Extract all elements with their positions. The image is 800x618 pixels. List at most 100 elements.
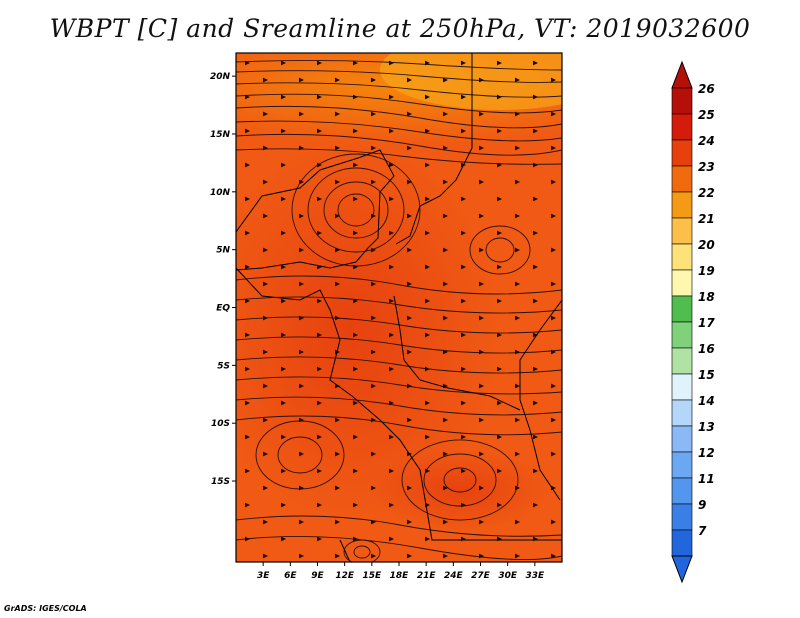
flow-arrowhead bbox=[299, 519, 304, 525]
flow-arrowhead bbox=[461, 366, 466, 372]
flow-arrowhead bbox=[353, 502, 358, 508]
colorbar-segment bbox=[671, 269, 693, 297]
flow-arrowhead bbox=[371, 553, 376, 559]
flow-arrowhead bbox=[533, 298, 538, 304]
flow-arrowhead bbox=[371, 111, 376, 117]
flow-arrowhead bbox=[281, 332, 286, 338]
warm-core-south bbox=[370, 450, 550, 530]
flow-arrowhead bbox=[299, 553, 304, 559]
flow-arrowhead bbox=[245, 162, 250, 168]
flow-arrowhead bbox=[317, 162, 322, 168]
flow-arrowhead bbox=[515, 179, 520, 185]
flow-arrowhead bbox=[281, 468, 286, 474]
flow-arrowhead bbox=[479, 281, 484, 287]
flow-arrowhead bbox=[281, 196, 286, 202]
lat-tick-label: EQ bbox=[216, 304, 230, 314]
flow-arrowhead bbox=[425, 60, 430, 66]
flow-arrowhead bbox=[317, 230, 322, 236]
colorbar-label: 26 bbox=[698, 82, 715, 96]
flow-arrowhead bbox=[497, 366, 502, 372]
colorbar-label: 22 bbox=[698, 186, 715, 200]
flow-arrowhead bbox=[335, 179, 340, 185]
flow-arrowhead bbox=[371, 349, 376, 355]
lat-tick-label: 10S bbox=[211, 419, 230, 429]
flow-arrowhead bbox=[353, 536, 358, 542]
flow-arrowhead bbox=[425, 366, 430, 372]
flow-arrowhead bbox=[443, 281, 448, 287]
flow-arrowhead bbox=[425, 400, 430, 406]
flow-arrowhead bbox=[299, 213, 304, 219]
flow-arrowhead bbox=[479, 349, 484, 355]
flow-arrowhead bbox=[461, 332, 466, 338]
flow-arrowhead bbox=[245, 128, 250, 134]
flow-arrowhead bbox=[425, 162, 430, 168]
flow-arrowhead bbox=[317, 400, 322, 406]
flow-arrowhead bbox=[533, 162, 538, 168]
flow-arrowhead bbox=[335, 519, 340, 525]
flow-arrowhead bbox=[497, 298, 502, 304]
flow-arrowhead bbox=[551, 417, 556, 423]
flow-arrowhead bbox=[371, 383, 376, 389]
flow-arrowhead bbox=[299, 315, 304, 321]
colorbar-label: 20 bbox=[698, 238, 715, 252]
flow-arrowhead bbox=[263, 145, 268, 151]
flow-arrowhead bbox=[461, 60, 466, 66]
flow-arrowhead bbox=[245, 502, 250, 508]
flow-arrowhead bbox=[335, 315, 340, 321]
flow-arrowhead bbox=[461, 434, 466, 440]
flow-arrowhead bbox=[371, 145, 376, 151]
flow-arrowhead bbox=[407, 247, 412, 253]
flow-arrowhead bbox=[389, 468, 394, 474]
flow-arrowhead bbox=[551, 77, 556, 83]
flow-arrowhead bbox=[263, 179, 268, 185]
flow-arrowhead bbox=[353, 366, 358, 372]
flow-arrowhead bbox=[335, 247, 340, 253]
flow-arrowhead bbox=[245, 366, 250, 372]
flow-arrowhead bbox=[389, 230, 394, 236]
flow-arrowhead bbox=[443, 213, 448, 219]
flow-arrowhead bbox=[443, 179, 448, 185]
flow-arrowhead bbox=[443, 145, 448, 151]
flow-arrowhead bbox=[353, 434, 358, 440]
cooler-patch-northeast bbox=[380, 53, 562, 110]
flow-arrowhead bbox=[353, 162, 358, 168]
flow-arrowhead bbox=[281, 264, 286, 270]
lat-tick-label: 15S bbox=[211, 477, 230, 487]
flow-arrowhead bbox=[533, 196, 538, 202]
colorbar-label: 25 bbox=[698, 108, 715, 122]
flow-arrowhead bbox=[533, 434, 538, 440]
flow-arrowhead bbox=[299, 111, 304, 117]
flow-arrowhead bbox=[281, 298, 286, 304]
flow-arrowhead bbox=[497, 196, 502, 202]
flow-arrowhead bbox=[443, 111, 448, 117]
colorbar-label: 23 bbox=[698, 160, 715, 174]
flow-arrowhead bbox=[515, 247, 520, 253]
flow-arrowhead bbox=[497, 434, 502, 440]
flow-arrowhead bbox=[353, 196, 358, 202]
chart-title: WBPT [C] and Sreamline at 250hPa, VT: 20… bbox=[49, 14, 751, 43]
flow-arrowhead bbox=[371, 519, 376, 525]
flow-arrowhead bbox=[335, 451, 340, 457]
flow-arrowhead bbox=[389, 264, 394, 270]
flow-arrowhead bbox=[299, 281, 304, 287]
flow-arrowhead bbox=[263, 349, 268, 355]
flow-arrowhead bbox=[497, 502, 502, 508]
flow-arrowhead bbox=[353, 400, 358, 406]
flow-arrowhead bbox=[551, 179, 556, 185]
flow-arrowhead bbox=[479, 417, 484, 423]
flow-arrowhead bbox=[533, 502, 538, 508]
flow-arrowhead bbox=[425, 536, 430, 542]
colorbar-label: 15 bbox=[698, 368, 715, 382]
flow-arrowhead bbox=[533, 468, 538, 474]
flow-arrowhead bbox=[407, 417, 412, 423]
flow-arrowhead bbox=[551, 553, 556, 559]
flow-arrowhead bbox=[479, 213, 484, 219]
flow-arrowhead bbox=[515, 417, 520, 423]
colorbar-lower-arrow bbox=[671, 555, 693, 584]
flow-arrowhead bbox=[353, 468, 358, 474]
flow-arrowhead bbox=[389, 434, 394, 440]
flow-arrowhead bbox=[443, 417, 448, 423]
flow-arrowhead bbox=[515, 485, 520, 491]
flow-arrowhead bbox=[407, 553, 412, 559]
flow-arrowhead bbox=[389, 128, 394, 134]
